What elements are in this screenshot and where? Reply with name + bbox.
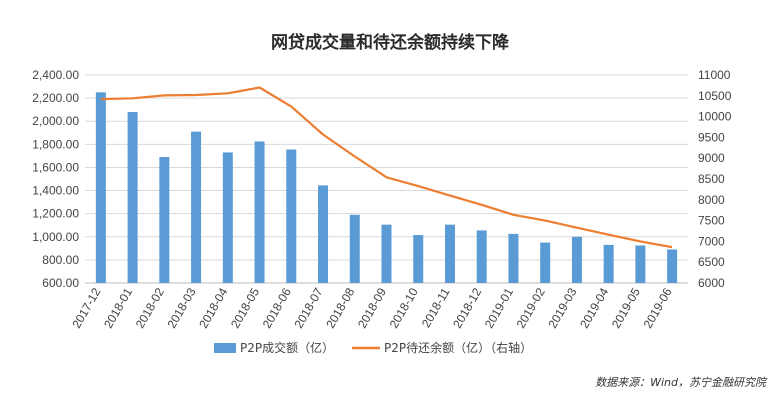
left-axis-ticks: 600.00 800.00 1,000.00 1,200.00 1,400.00 1,60…: [32, 68, 79, 290]
bar: [222, 152, 233, 283]
bar: [635, 245, 646, 283]
chart-title: 网贷成交量和待还余额持续下降: [271, 32, 510, 53]
x-tick-label: 2018-10: [387, 285, 421, 330]
x-axis-ticks: 2017-122018-012018-022018-032018-042018-…: [69, 285, 675, 330]
grid: [85, 74, 688, 284]
x-tick-label: 2019-01: [482, 285, 516, 330]
bar: [127, 111, 138, 283]
right-tick-label: 7500: [698, 214, 725, 228]
right-tick-label: 7000: [698, 234, 725, 248]
bar: [603, 244, 614, 283]
x-tick-label: 2018-08: [323, 285, 357, 330]
left-tick-label: 1,800.00: [32, 137, 79, 151]
source-note: 数据来源：Wind，苏宁金融研究院: [595, 376, 768, 389]
bar: [191, 131, 202, 283]
right-tick-label: 8000: [698, 193, 725, 207]
left-tick-label: 1,200.00: [32, 207, 79, 221]
x-tick-label: 2018-04: [196, 285, 230, 330]
bar: [254, 141, 265, 283]
left-tick-label: 1,600.00: [32, 160, 79, 174]
x-tick-label: 2019-03: [545, 285, 579, 330]
x-tick-label: 2018-05: [228, 285, 262, 330]
right-tick-label: 9500: [698, 130, 725, 144]
left-tick-label: 1,000.00: [32, 230, 79, 244]
bar: [571, 236, 582, 283]
bar: [349, 214, 360, 283]
x-tick-label: 2018-07: [291, 285, 325, 330]
x-tick-label: 2018-02: [133, 285, 167, 330]
line-series: [100, 86, 673, 249]
bar: [318, 185, 329, 283]
x-tick-label: 2018-11: [419, 285, 453, 330]
right-tick-label: 9000: [698, 151, 725, 165]
x-tick-label: 2018-06: [260, 285, 294, 330]
bar: [413, 235, 424, 283]
bar-series: [95, 92, 678, 283]
right-tick-label: 6500: [698, 255, 725, 269]
x-tick-label: 2018-12: [450, 285, 484, 330]
legend-line-label: P2P待还余额（亿）（右轴）: [384, 340, 532, 355]
bar: [476, 230, 487, 283]
series-line: [100, 86, 673, 249]
right-tick-label: 8500: [698, 172, 725, 186]
bar: [159, 157, 170, 283]
bar: [667, 249, 678, 283]
x-tick-label: 2018-09: [355, 285, 389, 330]
x-tick-label: 2018-01: [101, 285, 135, 330]
left-tick-label: 600.00: [42, 276, 79, 290]
bar: [95, 92, 106, 283]
legend-bar-swatch: [214, 343, 236, 353]
right-tick-label: 11000: [698, 68, 731, 82]
right-tick-label: 6000: [698, 276, 725, 290]
left-tick-label: 800.00: [42, 253, 79, 267]
bar: [508, 233, 519, 283]
left-tick-label: 2,000.00: [32, 114, 79, 128]
x-tick-label: 2019-05: [609, 285, 643, 330]
bar: [381, 224, 392, 283]
x-tick-label: 2019-04: [577, 285, 611, 330]
right-tick-label: 10000: [698, 110, 732, 124]
legend: P2P成交额（亿） P2P待还余额（亿）（右轴）: [214, 340, 532, 355]
left-tick-label: 1,400.00: [32, 184, 79, 198]
x-tick-label: 2019-02: [514, 285, 548, 330]
bar: [444, 224, 455, 283]
legend-bar-label: P2P成交额（亿）: [240, 340, 334, 355]
right-axis-ticks: 6000 6500 7000 7500 8000 8500 9000 9500 10000 105…: [698, 68, 732, 290]
bar: [286, 149, 297, 283]
left-tick-label: 2,400.00: [32, 68, 79, 82]
x-tick-label: 2019-06: [641, 285, 675, 330]
x-tick-label: 2017-12: [69, 285, 103, 330]
left-tick-label: 2,200.00: [32, 91, 79, 105]
bar: [540, 242, 551, 283]
right-tick-label: 10500: [698, 89, 732, 103]
x-tick-label: 2018-03: [165, 285, 199, 330]
